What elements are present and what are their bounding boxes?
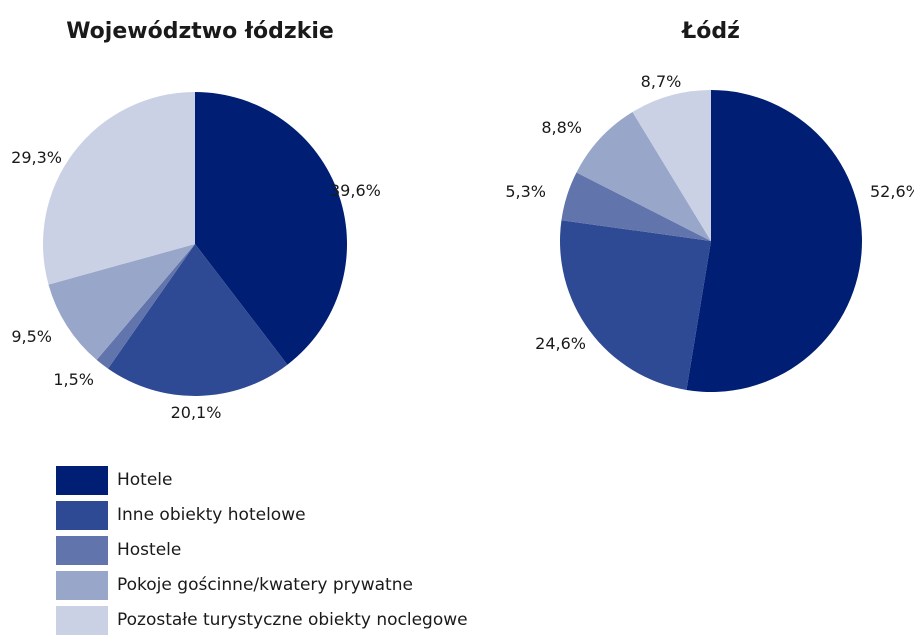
- pie-slice-wojewodztwo-pozostale: [42, 91, 195, 285]
- pie-slice-lodz-hostele: [561, 172, 711, 241]
- pie-slice-wojewodztwo-hostele: [96, 244, 195, 369]
- charts-canvas: Województwo łódzkie 39,6% 20,1% 1,5% 9,5% 29…: [11, 19, 914, 422]
- pie-slice-wojewodztwo-pokoje: [48, 244, 196, 360]
- pie-labels-wojewodztwo: 39,6% 20,1% 1,5% 9,5% 29,3%: [11, 148, 381, 422]
- pie-slices-wojewodztwo: [42, 91, 348, 397]
- pie-slice-wojewodztwo-hotele: [195, 92, 348, 365]
- legend-swatch-inne-obiekty: [56, 501, 108, 530]
- pie-slices-lodz: [559, 90, 862, 392]
- pie-slice-lodz-hotele: [686, 90, 862, 392]
- pie-slice-lodz-pozostale: [632, 90, 711, 241]
- pie-chart-lodz: Łódź 52,6% 24,6% 5,3% 8,8% 8,7%: [505, 19, 914, 392]
- data-label-lodz-pozostale: 8,7%: [641, 72, 682, 91]
- chart-title-lodz: Łódź: [681, 19, 740, 44]
- pie-labels-lodz: 52,6% 24,6% 5,3% 8,8% 8,7%: [505, 72, 914, 353]
- legend-label-hostele: Hostele: [117, 540, 182, 560]
- data-label-lodz-hostele: 5,3%: [505, 182, 546, 201]
- data-label-lodz-pokoje: 8,8%: [541, 118, 582, 137]
- pie-slice-wojewodztwo-inne-obiekty: [107, 244, 288, 397]
- chart-title-wojewodztwo: Województwo łódzkie: [66, 19, 334, 44]
- legend-label-pokoje: Pokoje gościnne/kwatery prywatne: [117, 575, 413, 595]
- pie-slice-lodz-pokoje: [576, 112, 711, 241]
- pie-slice-lodz-inne-obiekty: [559, 220, 711, 390]
- data-label-wojewodztwo-pozostale: 29,3%: [11, 148, 62, 167]
- legend-swatch-hotele: [56, 466, 108, 495]
- data-label-lodz-hotele: 52,6%: [870, 182, 914, 201]
- legend-label-inne-obiekty: Inne obiekty hotelowe: [117, 505, 306, 525]
- data-label-wojewodztwo-pokoje: 9,5%: [11, 327, 52, 346]
- legend-swatch-pokoje: [56, 571, 108, 600]
- legend-label-pozostale: Pozostałe turystyczne obiekty noclegowe: [117, 610, 468, 630]
- pie-chart-wojewodztwo: Województwo łódzkie 39,6% 20,1% 1,5% 9,5% 29…: [11, 19, 381, 422]
- legend-label-hotele: Hotele: [117, 470, 173, 490]
- data-label-lodz-inne-obiekty: 24,6%: [535, 334, 586, 353]
- data-label-wojewodztwo-hostele: 1,5%: [53, 370, 94, 389]
- data-label-wojewodztwo-inne-obiekty: 20,1%: [171, 403, 222, 422]
- legend-swatch-hostele: [56, 536, 108, 565]
- legend-swatch-pozostale: [56, 606, 108, 635]
- data-label-wojewodztwo-hotele: 39,6%: [330, 181, 381, 200]
